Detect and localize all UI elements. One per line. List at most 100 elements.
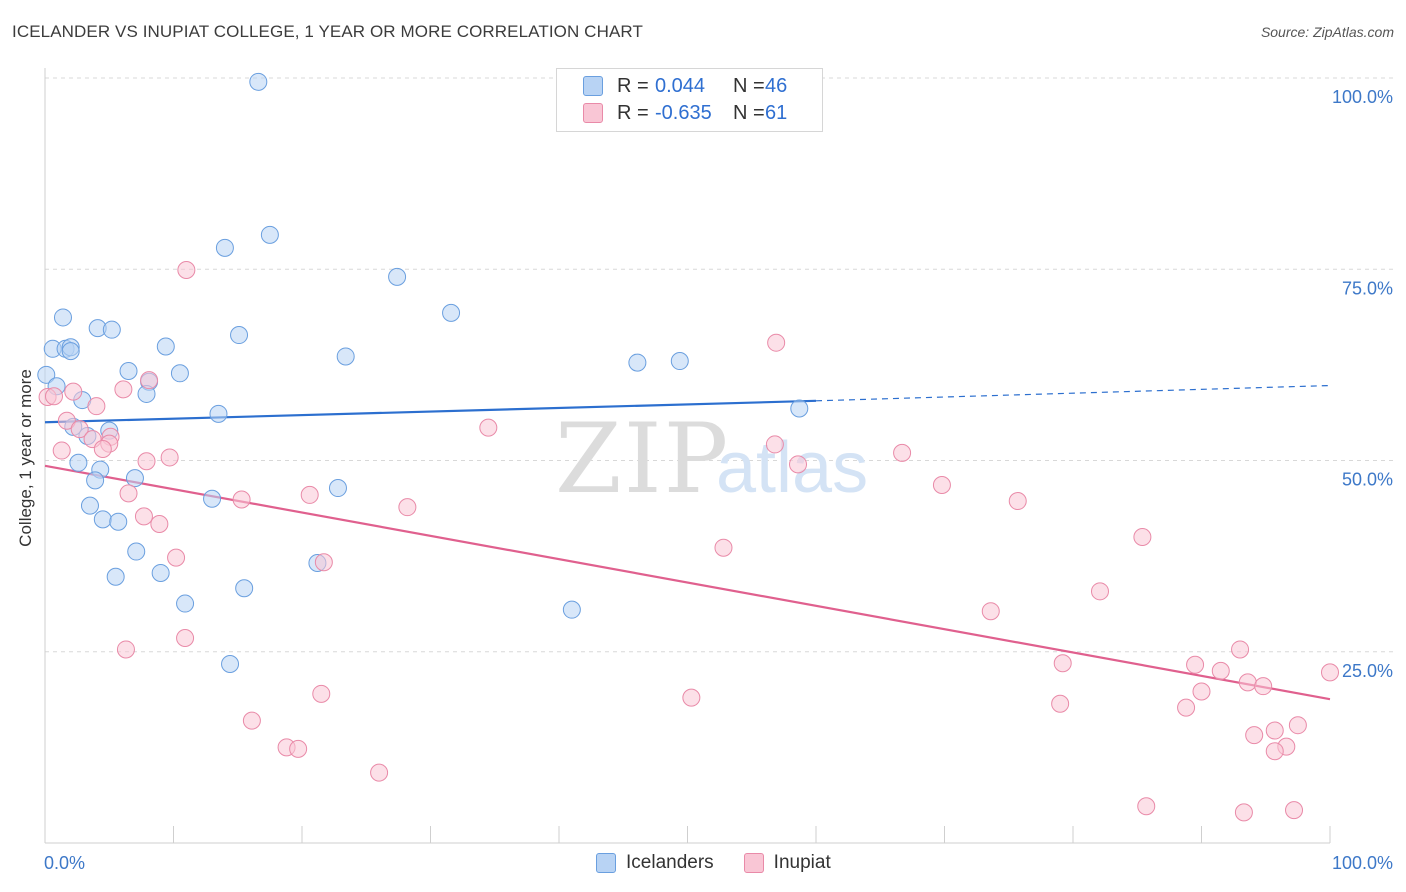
inupiat-point	[767, 333, 786, 352]
icelanders-point	[670, 352, 689, 371]
icelanders-point	[80, 496, 99, 515]
icelanders-point	[69, 453, 88, 472]
inupiat-point	[1285, 801, 1304, 820]
inupiat-point	[300, 485, 319, 504]
inupiat-point	[289, 739, 308, 758]
inupiat-swatch	[583, 103, 603, 123]
inupiat-point	[1288, 716, 1307, 735]
inupiat-point	[1133, 528, 1152, 546]
icelanders-point	[209, 404, 228, 423]
trendline-icelanders	[44, 399, 817, 424]
trendline-inupiat	[44, 464, 1331, 701]
inupiat-point	[242, 711, 261, 730]
inupiat-point	[932, 475, 951, 494]
inupiat-point	[177, 261, 196, 280]
r-label: R =	[617, 101, 649, 124]
inupiat-point	[314, 553, 333, 572]
inupiat-point	[134, 507, 153, 526]
chart-title: ICELANDER VS INUPIAT COLLEGE, 1 YEAR OR …	[12, 22, 643, 41]
inupiat-point	[116, 640, 135, 659]
inupiat-point	[64, 382, 83, 401]
icelanders-point	[109, 512, 128, 531]
y-tick-label: 75.0%	[1342, 278, 1393, 298]
trendlines	[44, 384, 1331, 701]
icelanders-point	[790, 399, 809, 418]
legend-item-icelanders[interactable]: Icelanders	[596, 852, 714, 874]
legend-row-inupiat: R = -0.635 N = 61	[583, 100, 787, 126]
icelanders-point	[156, 337, 175, 356]
trendline-extension-icelanders	[815, 384, 1331, 402]
n-label: N =	[733, 74, 765, 97]
inupiat-point	[140, 371, 159, 390]
icelanders-point	[249, 72, 268, 91]
inupiat-point	[370, 763, 389, 782]
icelanders-point	[106, 567, 125, 586]
inupiat-point	[1008, 492, 1027, 511]
icelanders-point	[221, 654, 240, 673]
icelanders-point	[215, 238, 234, 257]
stats-legend: R = 0.044 N = 46 R = -0.635 N = 61	[556, 68, 823, 132]
inupiat-point	[1231, 640, 1250, 659]
inupiat-point	[1238, 673, 1257, 692]
icelanders-point	[119, 361, 138, 380]
inupiat-point	[1090, 582, 1109, 601]
inupiat-point	[1192, 682, 1211, 701]
y-tick-label: 100.0%	[1332, 87, 1393, 107]
icelanders-point	[442, 303, 461, 322]
inupiat-point	[398, 498, 417, 517]
inupiat-point	[150, 514, 169, 533]
icelanders-legend-swatch	[596, 853, 616, 873]
inupiat-point	[893, 443, 912, 462]
inupiat-point	[44, 387, 63, 406]
icelanders-point	[125, 469, 144, 488]
inupiat-point	[312, 684, 331, 703]
inupiat-point	[176, 628, 195, 647]
inupiat-point	[1051, 694, 1070, 713]
inupiat-point	[57, 411, 76, 430]
watermark: ZIP atlas	[555, 403, 868, 515]
inupiat-point	[119, 484, 138, 503]
source-label: Source: ZipAtlas.com	[1260, 24, 1394, 40]
r-label: R =	[617, 74, 649, 97]
inupiat-legend-label: Inupiat	[773, 852, 831, 873]
y-tick-label: 25.0%	[1342, 661, 1393, 681]
icelanders-point	[37, 365, 56, 384]
inupiat-point	[93, 440, 112, 459]
r-value: -0.635	[655, 101, 712, 124]
inupiat-point	[714, 538, 733, 557]
inupiat-point	[1177, 698, 1196, 717]
legend-item-inupiat[interactable]: Inupiat	[743, 852, 831, 874]
icelanders-point	[388, 267, 407, 286]
icelanders-point	[93, 510, 112, 529]
inupiat-point	[479, 418, 498, 437]
inupiat-point	[682, 688, 701, 707]
icelanders-point	[235, 579, 254, 598]
inupiat-point	[1053, 654, 1072, 673]
icelanders-legend-label: Icelanders	[626, 852, 714, 873]
icelanders-point	[203, 489, 222, 508]
n-label: N =	[733, 101, 765, 124]
inupiat-point	[789, 455, 808, 474]
inupiat-point	[1321, 663, 1339, 682]
icelanders-point	[260, 225, 279, 244]
inupiat-point	[232, 490, 251, 509]
icelanders-swatch	[583, 76, 603, 96]
axes	[44, 68, 1331, 844]
inupiat-point	[137, 452, 156, 471]
inupiat-point	[1137, 797, 1156, 816]
icelanders-point	[336, 347, 355, 366]
inupiat-point	[981, 602, 1000, 621]
n-value: 61	[765, 101, 788, 124]
inupiat-point	[160, 448, 179, 467]
icelanders-point	[328, 479, 347, 498]
y-tick-label: 50.0%	[1342, 470, 1393, 490]
inupiat-point	[114, 380, 133, 399]
inupiat-point	[1186, 655, 1205, 674]
icelanders-point	[102, 320, 121, 339]
icelanders-point	[127, 542, 146, 561]
x-tick-label-max: 100.0%	[1332, 853, 1393, 873]
icelanders-point	[53, 308, 72, 327]
n-value: 46	[765, 74, 788, 97]
inupiat-legend-swatch	[743, 853, 764, 873]
